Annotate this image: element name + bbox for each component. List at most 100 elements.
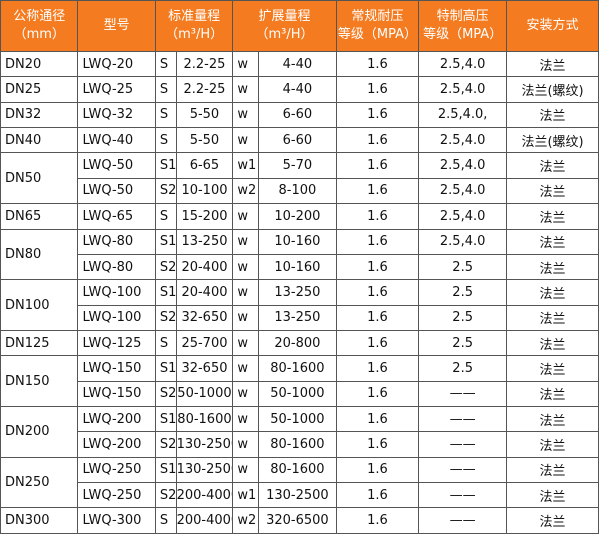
cell-text: 法兰 [539, 464, 566, 480]
table-cell: S2 [154, 431, 177, 458]
cell-text: 公称通径 [13, 9, 66, 24]
table-cell: 1.6 [335, 304, 420, 331]
table-cell: S [154, 76, 177, 103]
cell-text: S1 [159, 462, 177, 478]
table-cell: 10-100 [175, 177, 234, 205]
cell-text: 1.6 [367, 437, 388, 453]
cell-text: LWQ-150 [82, 386, 142, 402]
cell-text: 2.2-25 [183, 82, 226, 98]
cell-text: 5-70 [282, 158, 313, 174]
cell-text: 15-200 [181, 208, 228, 224]
cell-text: 法兰 [539, 236, 566, 252]
cell-text: 1.6 [367, 158, 388, 174]
table-cell: LWQ-25 [77, 76, 156, 103]
table-cell: 法兰 [506, 203, 599, 230]
cell-text: 1.6 [367, 183, 388, 199]
table-cell: 2.5,4.0, [418, 101, 508, 129]
cell-text: w [237, 335, 248, 351]
cell-text: 80-1600 [270, 360, 325, 376]
cell-text: w [237, 234, 248, 250]
header-row: 公称通径 （mm） 型号 标准量程 （m³/H） 扩展量程 （m³/H） 常规耐压 等级（MPA… [0, 0, 599, 52]
table-cell: 20-400 [175, 253, 234, 281]
dn-cell: DN250 [0, 456, 79, 509]
table-cell: 2.5 [418, 355, 508, 382]
cell-text: 2.5,4.0 [439, 132, 486, 148]
table-cell: LWQ-65 [77, 203, 156, 230]
cell-text: w [237, 107, 248, 123]
table-cell: LWQ-80 [77, 228, 156, 255]
cell-text: S [159, 208, 169, 224]
cell-text: 法兰 [539, 210, 566, 226]
table-cell: w [232, 456, 260, 484]
table-cell: 法兰 [506, 50, 599, 78]
cell-text: 6-60 [282, 107, 313, 123]
table-cell: 13-250 [258, 304, 337, 331]
table-cell: 法兰 [506, 304, 599, 331]
cell-text: 2.5,4.0 [439, 234, 486, 250]
cell-text: 200-4000 [176, 513, 232, 529]
cell-text: 2.5,4.0 [439, 82, 486, 98]
table-cell: —— [418, 406, 508, 433]
cell-text: w1 [237, 158, 257, 174]
table-cell: 15-200 [175, 203, 234, 230]
table-row: LWQ-100 S2 32-650 w 13-250 1.6 2.5 法兰 [1, 304, 599, 331]
table-cell: 法兰 [506, 355, 599, 382]
cell-text: 130-2500 [176, 437, 232, 453]
table-cell: LWQ-100 [77, 304, 156, 331]
cell-text: 等级（MPA） [423, 27, 503, 42]
cell-text: S1 [159, 411, 177, 427]
cell-text: 法兰 [539, 312, 566, 328]
table-cell: S2 [154, 177, 177, 205]
table-cell: 2.5 [418, 253, 508, 281]
cell-text: 200-4000 [176, 487, 232, 503]
table-cell: 130-2500 [175, 431, 234, 458]
table-row: DN80 LWQ-80 S1 13-250 w 10-160 1.6 2.5,4.0 法兰 [0, 228, 599, 281]
cell-text: 2.5,4.0, [437, 107, 488, 123]
table-cell: w1 [232, 152, 260, 179]
table-row: DN100 LWQ-100 S1 20-400 w 13-250 1.6 2.5 法兰 [0, 279, 599, 331]
table-row: DN40 LWQ-40 S 5-50 w 6-60 1.6 2.5,4.0 法兰(螺纹) [0, 127, 599, 154]
table-cell: 1.6 [335, 203, 420, 230]
cell-text: DN50 [5, 170, 42, 186]
cell-text: 13-250 [274, 310, 321, 326]
cell-text: 法兰 [539, 439, 566, 455]
cell-text: 1.6 [367, 234, 388, 250]
cell-text: 10-100 [181, 183, 228, 199]
cell-text: 13-250 [274, 284, 321, 300]
cell-text: S [159, 107, 169, 123]
dn-cell: DN150 [0, 355, 79, 408]
cell-text: 2.5,4.0 [439, 158, 486, 174]
table-cell: 法兰 [506, 380, 599, 408]
table-cell: 50-1000 [258, 406, 337, 433]
table-cell: 法兰 [506, 253, 599, 281]
header-cell: 特制高压等级（MPA） [418, 0, 508, 52]
table-cell: LWQ-250 [77, 482, 156, 509]
cell-text: 法兰(螺纹) [521, 134, 584, 150]
table-cell: 1.6 [335, 380, 420, 408]
cell-text: 10-160 [274, 234, 321, 250]
cell-text: 特制高压 [436, 9, 489, 24]
table-cell: 1.6 [335, 431, 420, 458]
dn-cell: DN32 [0, 101, 79, 129]
table-row: DN125 LWQ-125 S 25-700 w 20-800 1.6 2.5 法兰 [0, 329, 599, 357]
cell-text: DN32 [5, 107, 42, 123]
table-cell: LWQ-125 [77, 329, 156, 357]
cell-text: —— [449, 386, 476, 402]
cell-text: w [237, 259, 248, 275]
table-cell: S [154, 101, 177, 129]
cell-text: LWQ-125 [82, 335, 142, 351]
table-row: LWQ-150 S2 50-1000 w 50-1000 1.6 —— 法兰 [1, 380, 599, 408]
table-cell: 法兰 [506, 406, 599, 433]
table-cell: 2.5,4.0 [418, 203, 508, 230]
cell-text: LWQ-200 [82, 437, 142, 453]
table-cell: LWQ-100 [77, 279, 156, 306]
cell-text: S2 [159, 183, 177, 199]
table-cell: 10-200 [258, 203, 337, 230]
table-cell: 1.6 [335, 406, 420, 433]
table-cell: 320-6500 [258, 507, 337, 534]
table-cell: 法兰(螺纹) [506, 76, 599, 103]
cell-text: 6-65 [189, 158, 220, 174]
cell-text: DN150 [5, 373, 50, 389]
table-cell: LWQ-250 [77, 456, 156, 484]
